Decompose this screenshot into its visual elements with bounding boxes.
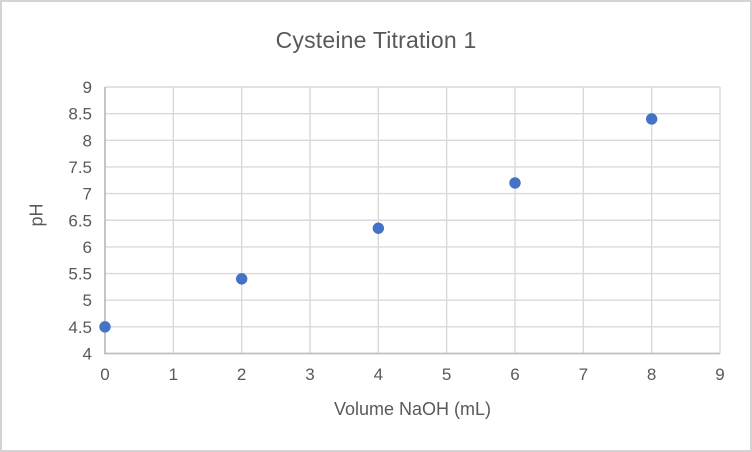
y-axis-title: pH (26, 203, 47, 227)
y-tick-label: 6.5 (68, 211, 92, 230)
x-tick-label: 8 (647, 365, 656, 384)
chart-title: Cysteine Titration 1 (275, 27, 477, 53)
y-tick-label: 8.5 (68, 105, 92, 124)
y-tick-label: 5.5 (68, 265, 92, 284)
x-tick-label: 7 (579, 365, 588, 384)
x-tick-label: 2 (237, 365, 246, 384)
x-tick-label: 6 (510, 365, 519, 384)
data-point (99, 321, 111, 333)
y-tick-label: 4.5 (68, 318, 92, 337)
y-tick-label: 7 (83, 185, 92, 204)
x-tick-label: 1 (169, 365, 178, 384)
data-point (235, 273, 248, 285)
y-tick-label: 7.5 (68, 158, 92, 177)
y-tick-label: 8 (83, 131, 92, 150)
x-tick-label: 9 (715, 365, 724, 384)
x-tick-label: 3 (305, 365, 314, 384)
y-tick-label: 9 (83, 78, 92, 97)
x-axis-title: Volume NaOH (mL) (333, 399, 492, 419)
y-tick-label: 6 (83, 238, 92, 257)
y-tick-label: 4 (83, 345, 92, 364)
x-tick-label: 0 (100, 365, 109, 384)
y-tick-label: 5 (83, 291, 92, 310)
x-tick-label: 5 (442, 365, 451, 384)
data-point (372, 222, 385, 234)
data-point (645, 113, 658, 125)
x-tick-label: 4 (374, 365, 383, 384)
data-point (509, 177, 521, 189)
